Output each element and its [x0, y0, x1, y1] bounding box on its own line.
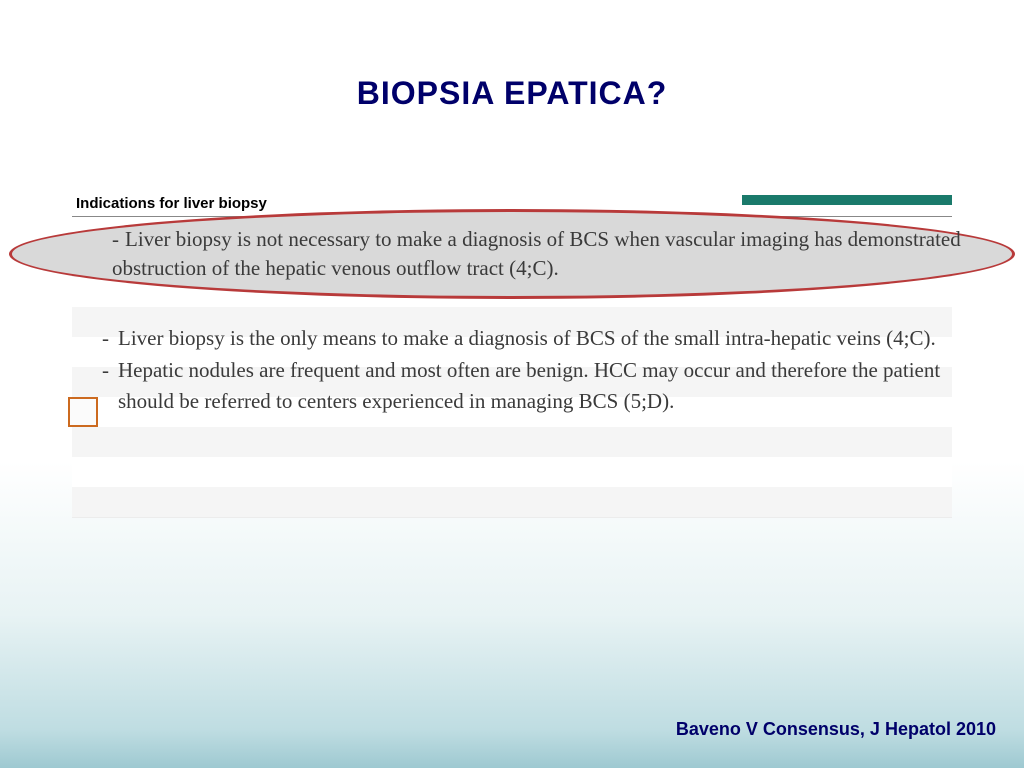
bullet-item: - Liver biopsy is the only means to make…: [102, 323, 952, 353]
bullet-item: - Hepatic nodules are frequent and most …: [102, 355, 952, 416]
bullet-text-2: Liver biopsy is the only means to make a…: [118, 326, 936, 350]
footer-citation: Baveno V Consensus, J Hepatol 2010: [676, 719, 996, 740]
slide-title: BIOPSIA EPATICA?: [0, 75, 1024, 112]
orange-square-marker: [68, 397, 98, 427]
bullets-area: -Liver biopsy is not necessary to make a…: [72, 216, 952, 424]
bullet-text-3: Hepatic nodules are frequent and most of…: [118, 358, 940, 412]
dash-icon: -: [102, 323, 109, 353]
content-box: Indications for liver biopsy -Liver biop…: [72, 195, 952, 474]
green-accent-bar: [742, 195, 952, 205]
dash-icon: -: [102, 355, 109, 385]
